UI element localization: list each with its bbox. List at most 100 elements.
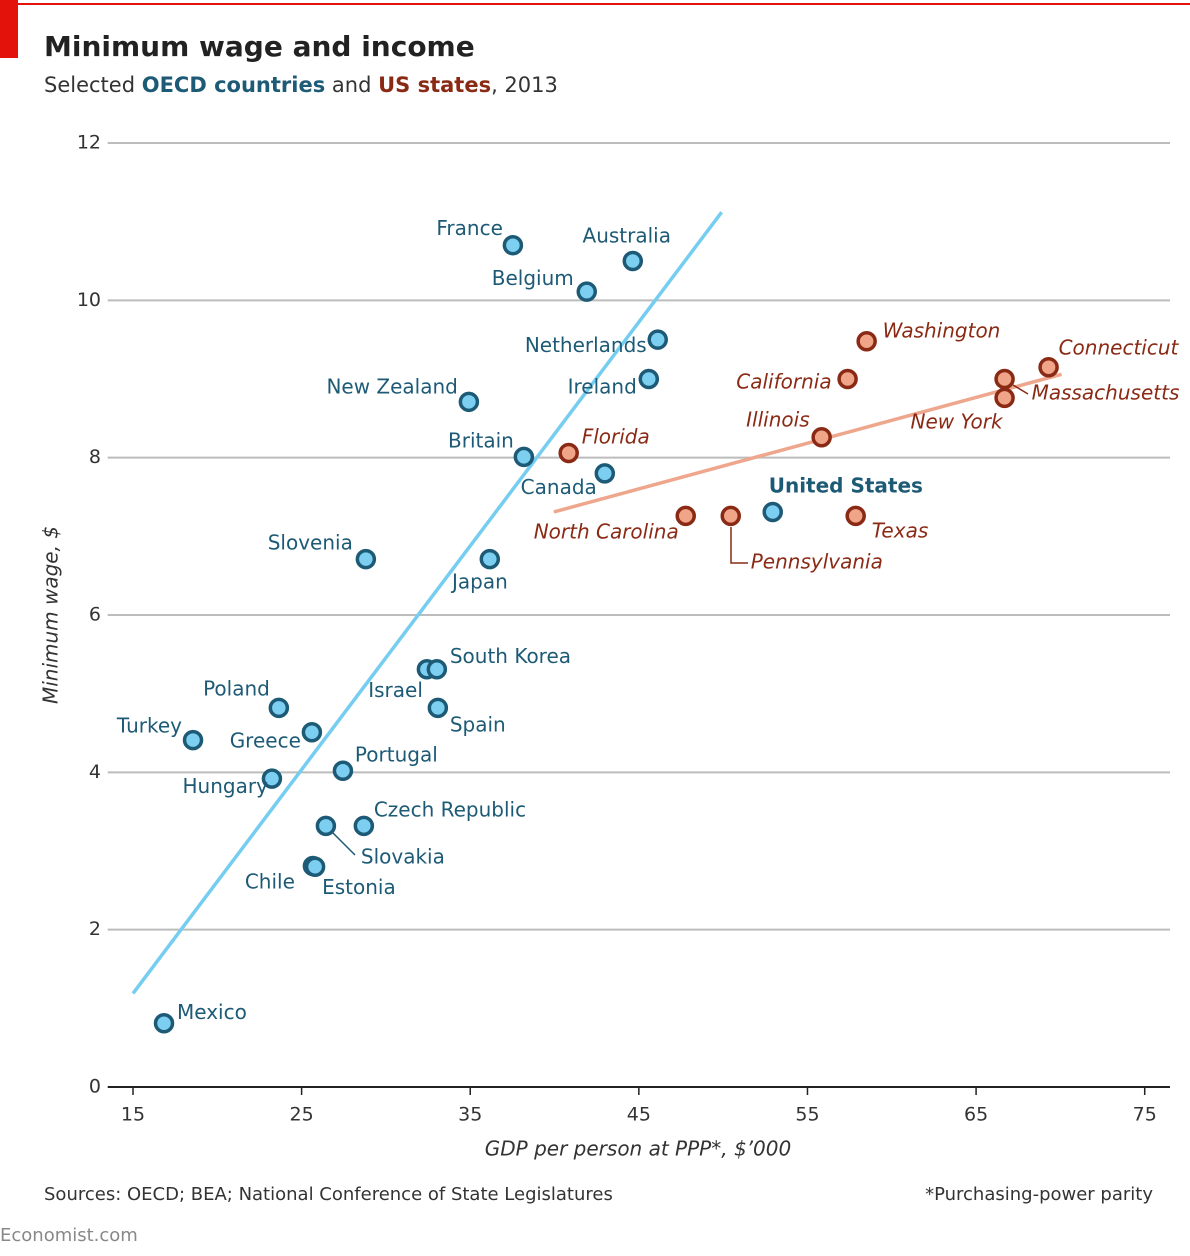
- point: [638, 368, 660, 390]
- point: [856, 330, 877, 352]
- leader-line: [730, 527, 748, 564]
- point: [153, 1013, 175, 1034]
- point: [720, 505, 741, 527]
- plot-area: 0 2 4 6 8 10 12 15 25 35 45 55 65 75 Mexico Turkey Polan…: [77, 132, 1180, 1126]
- point: [994, 387, 1015, 409]
- point: [261, 768, 283, 789]
- point-label: Illinois: [746, 408, 809, 432]
- point-label: Washington: [883, 319, 1001, 343]
- point: [301, 721, 323, 743]
- point-label: Spain: [450, 712, 506, 736]
- point: [458, 391, 480, 413]
- y-tick-label: 4: [89, 761, 101, 783]
- red-tag: [0, 0, 18, 58]
- point: [426, 659, 448, 680]
- point-label: Slovakia: [361, 844, 445, 868]
- point-label: Netherlands: [525, 333, 647, 357]
- x-tick-label: 25: [290, 1104, 314, 1126]
- point-label: Turkey: [116, 714, 182, 738]
- y-tick-label: 12: [77, 132, 101, 154]
- point-label: Texas: [872, 518, 929, 542]
- subtitle-part: , 2013: [491, 73, 558, 97]
- point: [675, 505, 696, 527]
- point-label: Slovenia: [268, 531, 353, 555]
- point-label: Estonia: [322, 875, 396, 899]
- point-label: Australia: [583, 224, 671, 248]
- y-tick-label: 6: [89, 604, 101, 626]
- x-tick-label: 55: [795, 1104, 819, 1126]
- point: [304, 856, 326, 877]
- y-tick-label: 10: [77, 289, 101, 311]
- y-tick-label: 0: [89, 1076, 101, 1098]
- point-label: California: [736, 370, 831, 394]
- subtitle-part: and: [332, 73, 372, 97]
- x-tick-label: 75: [1133, 1104, 1157, 1126]
- point: [811, 426, 832, 448]
- point-label: New York: [911, 409, 1004, 433]
- subtitle: Selected OECD countries and US states, 2…: [44, 73, 558, 97]
- point-label: Ireland: [568, 375, 637, 399]
- point: [837, 368, 858, 390]
- point-label: United States: [769, 473, 923, 497]
- point: [994, 368, 1015, 390]
- x-tick-label: 45: [627, 1104, 651, 1126]
- point-label: New Zealand: [326, 374, 457, 398]
- y-axis-label: Minimum wage, $: [39, 526, 63, 704]
- trend-line: [553, 372, 1063, 514]
- point-label: Pennsylvania: [751, 549, 883, 573]
- point: [427, 697, 449, 719]
- y-tick-label: 2: [89, 918, 101, 940]
- point-label: Portugal: [355, 742, 438, 766]
- source: Sources: OECD; BEA; National Conference …: [44, 1184, 613, 1205]
- leader-line: [332, 832, 356, 856]
- x-tick-label: 15: [121, 1104, 145, 1126]
- x-tick-label: 65: [964, 1104, 988, 1126]
- legend-entry: US states: [378, 73, 491, 97]
- point: [502, 235, 524, 256]
- point: [576, 281, 597, 302]
- x-axis-label: GDP per person at PPP*, $’000: [485, 1137, 791, 1161]
- point-label: Chile: [245, 869, 295, 893]
- point-label: Hungary: [183, 774, 269, 798]
- y-tick-label: 8: [89, 446, 101, 468]
- point-label: Japan: [450, 570, 508, 594]
- leader-line: [1012, 384, 1029, 395]
- point: [594, 463, 616, 484]
- point-label: Belgium: [492, 266, 574, 290]
- point-label: Canada: [521, 475, 597, 499]
- point: [1038, 356, 1059, 378]
- point-label: Florida: [582, 424, 650, 448]
- legend-entry: OECD countries: [142, 73, 325, 97]
- point: [268, 697, 290, 719]
- point-label: Mexico: [177, 1000, 247, 1024]
- point-label: Czech Republic: [374, 797, 526, 821]
- point-label: Greece: [230, 729, 301, 753]
- x-tick-label: 35: [458, 1104, 482, 1126]
- point: [315, 815, 337, 837]
- point-label: France: [436, 216, 503, 240]
- point: [622, 250, 644, 272]
- point: [513, 446, 535, 468]
- trend-line: [131, 211, 724, 995]
- point-label: Britain: [448, 428, 514, 452]
- chart-title: Minimum wage and income: [44, 30, 475, 63]
- point: [332, 760, 354, 782]
- point-label: Massachusetts: [1032, 381, 1180, 405]
- point: [845, 505, 866, 527]
- point: [353, 815, 375, 837]
- point-label: Israel: [368, 678, 423, 702]
- point: [182, 729, 204, 751]
- point: [762, 501, 783, 523]
- point-label: Poland: [203, 676, 270, 700]
- point: [355, 548, 377, 570]
- point-label: North Carolina: [534, 519, 679, 543]
- point: [558, 442, 579, 464]
- footnote: *Purchasing-power parity: [925, 1184, 1153, 1205]
- brand: Economist.com: [0, 1225, 138, 1246]
- subtitle-part: Selected: [44, 73, 135, 97]
- point: [647, 329, 668, 350]
- point-label: South Korea: [450, 644, 571, 668]
- point-label: Connecticut: [1059, 336, 1180, 360]
- point: [479, 548, 501, 570]
